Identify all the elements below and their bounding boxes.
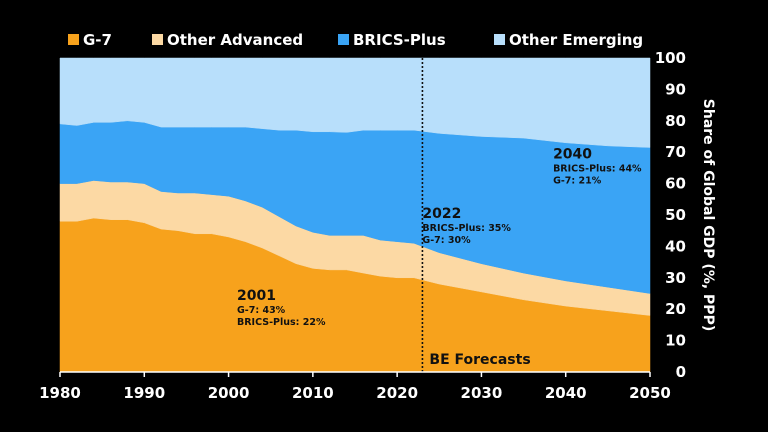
annotation-line: G-7: 21%	[553, 175, 602, 186]
annotation-year: 2001	[237, 288, 276, 304]
legend-swatch-other-emerging	[494, 34, 505, 45]
x-tick-label: 2050	[629, 384, 671, 402]
legend-label-g-7: G-7	[83, 31, 112, 49]
annotation-year: 2040	[553, 146, 592, 162]
y-tick-label: 50	[665, 206, 686, 224]
y-tick-label: 30	[665, 269, 686, 287]
y-tick-label: 10	[665, 332, 686, 350]
x-tick-label: 2040	[545, 384, 587, 402]
annotation-line: BRICS-Plus: 22%	[237, 317, 326, 328]
x-tick-label: 2030	[461, 384, 503, 402]
legend-label-other-advanced: Other Advanced	[167, 31, 303, 49]
y-tick-label: 100	[655, 49, 686, 67]
y-tick-label: 80	[665, 112, 686, 130]
x-axis: 1980 1990 2000 2010 2020 2030 2040 2050	[39, 371, 671, 402]
x-tick-label: 2000	[208, 384, 250, 402]
y-tick-label: 70	[665, 143, 686, 161]
x-tick-label: 2010	[292, 384, 334, 402]
y-tick-label: 0	[676, 363, 686, 381]
y-tick-label: 60	[665, 175, 686, 193]
plot-area: BE Forecasts	[59, 57, 651, 373]
forecast-label: BE Forecasts	[429, 352, 530, 368]
area-other-emerging	[59, 57, 651, 148]
annotation-line: BRICS-Plus: 44%	[553, 163, 642, 174]
legend-label-brics-plus: BRICS-Plus	[353, 31, 446, 49]
x-tick-label: 1990	[123, 384, 165, 402]
legend-swatch-other-advanced	[152, 34, 163, 45]
x-tick-label: 1980	[39, 384, 81, 402]
y-tick-label: 20	[665, 300, 686, 318]
y-axis: 0 10 20 30 40 50 60 70 80 90 100 Share of Global GD…	[655, 49, 716, 381]
legend-label-other-emerging: Other Emerging	[509, 31, 643, 49]
y-axis-label: Share of Global GDP (%, PPP)	[700, 99, 716, 331]
y-tick-label: 90	[665, 80, 686, 98]
annotation-year: 2022	[422, 206, 461, 222]
annotation-line: BRICS-Plus: 35%	[422, 223, 511, 234]
legend-swatch-g-7	[68, 34, 79, 45]
annotation-line: G-7: 43%	[237, 305, 286, 316]
annotation-line: G-7: 30%	[422, 235, 471, 246]
x-tick-label: 2020	[376, 384, 418, 402]
legend: G-7 Other Advanced BRICS-Plus Other Emergin…	[68, 31, 643, 49]
legend-swatch-brics-plus	[338, 34, 349, 45]
y-tick-label: 40	[665, 237, 686, 255]
